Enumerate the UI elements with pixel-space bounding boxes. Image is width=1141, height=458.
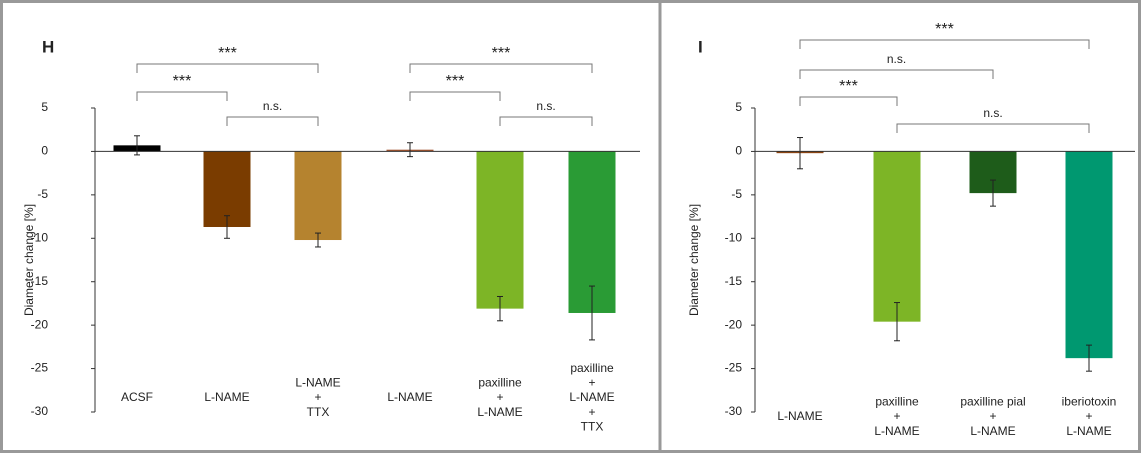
- y-tick-label: 0: [735, 144, 742, 158]
- x-tick-label: +: [1085, 409, 1092, 423]
- bar: [476, 151, 524, 309]
- significance-label: n.s.: [983, 106, 1002, 120]
- x-tick-label: L-NAME: [387, 390, 432, 404]
- significance-label: ***: [492, 45, 511, 62]
- bar: [873, 151, 921, 322]
- panel-label: H: [42, 37, 54, 56]
- y-tick-label: -5: [731, 187, 742, 201]
- significance-label: n.s.: [887, 52, 906, 66]
- x-tick-label: L-NAME: [874, 424, 919, 438]
- significance-bracket: [136, 63, 319, 73]
- y-tick-label: -30: [725, 404, 743, 418]
- y-tick-label: -10: [725, 230, 743, 244]
- significance-label: n.s.: [536, 99, 555, 113]
- x-tick-label: L-NAME: [204, 390, 249, 404]
- x-tick-label: +: [588, 405, 595, 419]
- x-tick-label: +: [496, 390, 503, 404]
- significance-bracket: [499, 116, 593, 126]
- x-tick-label: +: [989, 409, 996, 423]
- bar: [1065, 151, 1113, 359]
- significance-bracket: [409, 63, 593, 73]
- bar: [203, 151, 251, 227]
- panel-label: I: [698, 37, 703, 56]
- y-tick-label: -20: [31, 317, 49, 331]
- y-tick-label: -20: [725, 317, 743, 331]
- significance-label: n.s.: [263, 99, 282, 113]
- panel: H Diameter change [%] 5 0 -5 -10 -15 -20 -25 -30 A…: [22, 37, 640, 434]
- y-tick-label: -5: [37, 187, 48, 201]
- significance-label: ***: [446, 73, 465, 90]
- y-tick-label: 5: [735, 100, 742, 114]
- y-axis-label: Diameter change [%]: [687, 204, 701, 316]
- x-tick-label: L-NAME: [970, 424, 1015, 438]
- x-tick-label: iberiotoxin: [1062, 394, 1117, 408]
- significance-label: ***: [218, 45, 237, 62]
- x-tick-label: +: [314, 390, 321, 404]
- x-tick-label: L-NAME: [477, 405, 522, 419]
- significance-bracket: [799, 69, 994, 79]
- x-tick-label: L-NAME: [1066, 424, 1111, 438]
- significance-bracket: [136, 91, 228, 101]
- significance-bracket: [799, 39, 1090, 49]
- y-tick-label: -25: [31, 361, 49, 375]
- y-axis-label: Diameter change [%]: [22, 204, 36, 316]
- x-tick-label: TTX: [581, 420, 604, 434]
- y-tick-label: -15: [725, 274, 743, 288]
- significance-bracket: [799, 96, 898, 106]
- x-tick-label: +: [588, 375, 595, 389]
- panel: I Diameter change [%] 5 0 -5 -10 -15 -20 -25 -30 L…: [687, 21, 1135, 438]
- x-tick-label: +: [893, 409, 900, 423]
- x-tick-label: paxilline pial: [960, 394, 1025, 408]
- y-tick-label: 0: [41, 144, 48, 158]
- significance-bracket: [896, 123, 1090, 133]
- significance-bracket: [226, 116, 319, 126]
- significance-label: ***: [173, 73, 192, 90]
- y-tick-label: -30: [31, 404, 49, 418]
- x-tick-label: L-NAME: [569, 390, 614, 404]
- significance-label: ***: [935, 21, 954, 38]
- x-tick-label: L-NAME: [295, 375, 340, 389]
- significance-label: ***: [839, 78, 858, 95]
- significance-bracket: [409, 91, 501, 101]
- x-tick-label: paxilline: [875, 394, 919, 408]
- y-tick-label: -25: [725, 361, 743, 375]
- y-tick-label: 5: [41, 100, 48, 114]
- x-tick-label: paxilline: [570, 361, 614, 375]
- x-tick-label: L-NAME: [777, 409, 822, 423]
- x-tick-label: paxilline: [478, 375, 522, 389]
- x-tick-label: TTX: [307, 405, 330, 419]
- y-tick-label: -15: [31, 274, 49, 288]
- y-tick-label: -10: [31, 230, 49, 244]
- bar: [294, 151, 342, 241]
- x-tick-label: ACSF: [121, 390, 153, 404]
